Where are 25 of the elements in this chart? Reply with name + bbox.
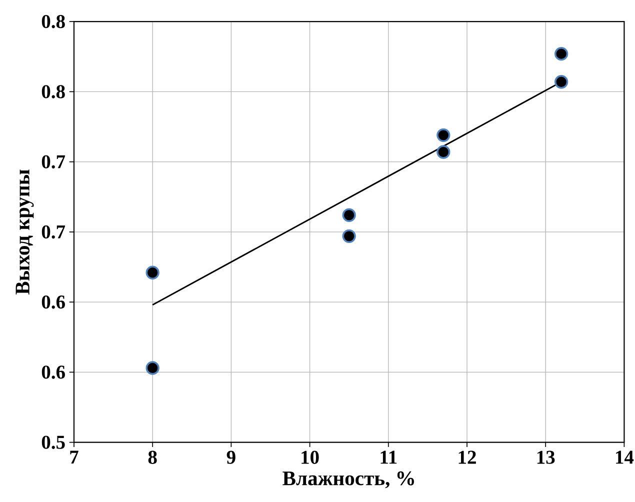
point [146,360,160,375]
point [436,128,450,142]
x-tick-label: 10 [302,450,319,464]
point [146,266,160,280]
x-tick-label: 12 [458,450,476,464]
x-tick-label: 7 [70,450,78,464]
y-tick-label: 0.5 [42,435,65,449]
y-tick-label: 0.6 [42,365,65,379]
y-tick-label: 0.8 [42,84,65,98]
x-tick-label: 14 [616,450,634,464]
point [342,229,356,243]
point [554,74,568,88]
point [554,46,568,60]
y-tick-label: 0.6 [42,295,65,308]
y-axis-title: Выход крупы [16,169,34,294]
x-axis-title: Влажность, % [282,471,414,488]
y-tick-label: 0.8 [42,14,65,28]
point [342,208,356,222]
x-tick-label: 11 [380,450,397,464]
x-tick-label: 8 [148,450,157,464]
x-tick-label: 9 [226,450,236,464]
y-tick-label: 0.7 [42,154,66,168]
point [436,144,450,159]
y-tick-label: 0.7 [42,225,66,238]
x-tick-label: 13 [537,450,555,464]
